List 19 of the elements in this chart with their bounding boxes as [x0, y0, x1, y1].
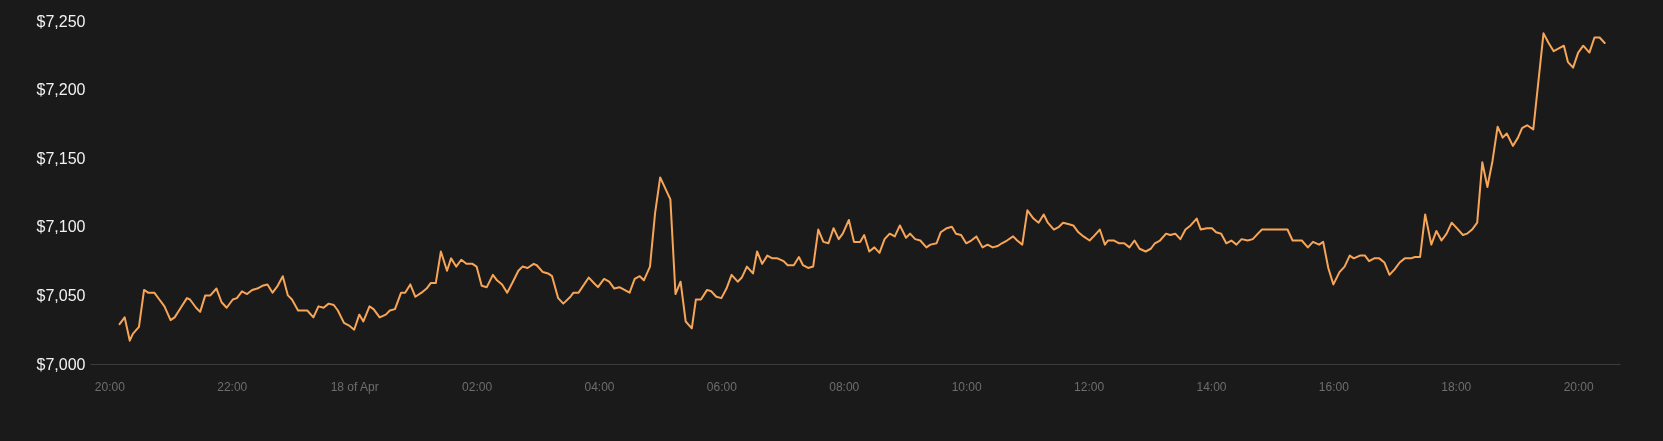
x-tick-label: 20:00 [1563, 379, 1595, 394]
x-tick-label: 06:00 [706, 379, 738, 394]
x-tick-label: 10:00 [951, 379, 983, 394]
x-tick-label: 18 of Apr [330, 379, 379, 394]
y-tick-label: $7,050 [36, 286, 86, 304]
x-tick-label: 14:00 [1196, 379, 1227, 394]
x-tick-label: 22:00 [217, 379, 248, 394]
y-tick-label: $7,150 [36, 149, 86, 167]
x-tick-label: 18:00 [1441, 379, 1472, 394]
y-tick-label: $7,250 [36, 12, 86, 30]
y-tick-label: $7,100 [36, 218, 86, 236]
x-tick-label: 20:00 [94, 379, 126, 394]
x-tick-label: 08:00 [829, 379, 860, 394]
y-tick-label: $7,000 [36, 355, 86, 373]
x-tick-label: 02:00 [462, 379, 493, 394]
x-tick-label: 12:00 [1074, 379, 1105, 394]
y-tick-label: $7,200 [36, 81, 86, 99]
x-tick-label: 16:00 [1318, 379, 1350, 394]
x-tick-label: 04:00 [584, 379, 615, 394]
